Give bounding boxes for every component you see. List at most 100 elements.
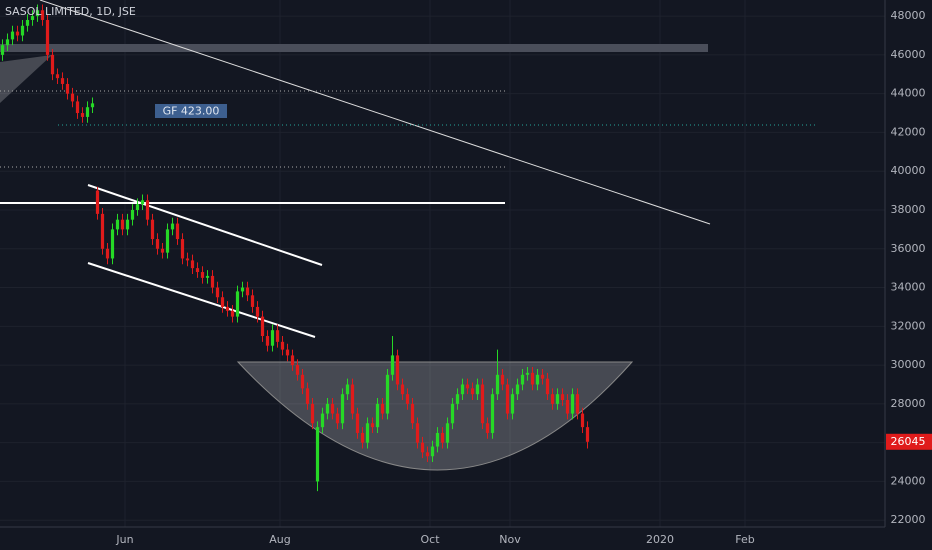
candle-body: [125, 219, 130, 230]
candle-body: [385, 374, 390, 414]
candle-body: [275, 330, 280, 342]
candle-body: [150, 219, 155, 240]
candle-body: [260, 316, 265, 337]
candle-body: [425, 452, 430, 457]
candles: [0, 4, 590, 492]
candle-body: [165, 229, 170, 253]
y-tick-label: 24000: [891, 474, 926, 487]
candle-body: [105, 248, 110, 259]
y-tick-label: 42000: [891, 125, 926, 138]
candle-body: [110, 229, 115, 259]
candle-body: [345, 384, 350, 395]
candle-body: [470, 388, 475, 395]
candle-body: [360, 432, 365, 443]
candle-body: [160, 248, 165, 253]
candle-body: [185, 258, 190, 261]
candle-body: [520, 374, 525, 385]
candle-body: [80, 113, 85, 117]
candle-body: [190, 260, 195, 269]
candle-body: [265, 336, 270, 346]
candle-body: [555, 394, 560, 404]
candle-body: [545, 378, 550, 395]
annotation-box: [155, 104, 227, 118]
candle-body: [180, 239, 185, 259]
candle-body: [20, 25, 25, 36]
candle-body: [570, 394, 575, 414]
candle-body: [420, 442, 425, 453]
candle-body: [0, 45, 5, 55]
candle-body: [25, 19, 30, 26]
candle-body: [505, 384, 510, 414]
candle-body: [455, 394, 460, 404]
candle-body: [495, 374, 500, 395]
y-tick-label: 36000: [891, 242, 926, 255]
candle-body: [175, 223, 180, 240]
candle-body: [380, 403, 385, 414]
candle-body: [115, 219, 120, 230]
candle-body: [485, 423, 490, 433]
candle-body: [5, 39, 10, 46]
candle-body: [330, 403, 335, 414]
candle-body: [245, 287, 250, 296]
candle-body: [240, 287, 245, 292]
x-tick-label: Nov: [499, 533, 521, 546]
trend-line: [39, 0, 711, 225]
cup-shape: [236, 361, 634, 471]
candle-body: [310, 403, 315, 424]
x-tick-label: Oct: [420, 533, 440, 546]
candle-body: [250, 295, 255, 307]
candle-body: [320, 413, 325, 428]
candle-body: [440, 432, 445, 443]
candle-body: [280, 341, 285, 350]
candle-body: [40, 10, 45, 20]
candle-body: [285, 349, 290, 356]
candle-body: [465, 384, 470, 389]
candle-body: [400, 384, 405, 395]
price-label-box: [886, 433, 932, 450]
candle-body: [135, 204, 140, 210]
candle-body: [575, 394, 580, 414]
candle-body: [335, 413, 340, 424]
y-tick-label: 40000: [891, 164, 926, 177]
candle-body: [305, 388, 310, 404]
candle-body: [375, 403, 380, 428]
candle-body: [155, 239, 160, 249]
candle-body: [530, 372, 535, 385]
candle-body: [550, 394, 555, 404]
candle-body: [15, 31, 20, 36]
candle-body: [60, 78, 65, 84]
candle-body: [75, 101, 80, 114]
candle-body: [225, 306, 230, 311]
candle-body: [145, 200, 150, 220]
candle-body: [515, 384, 520, 395]
candle-body: [395, 355, 400, 385]
x-tick-label: Aug: [269, 533, 290, 546]
candle-body: [45, 19, 50, 55]
candle-body: [390, 355, 395, 375]
candle-body: [525, 372, 530, 375]
candle-body: [315, 427, 320, 482]
candle-body: [445, 423, 450, 443]
candle-body: [130, 209, 135, 220]
candle-body: [535, 374, 540, 385]
price-label: 26045: [891, 435, 926, 448]
candle-body: [300, 374, 305, 389]
candle-body: [30, 16, 35, 20]
zone-band: [0, 44, 708, 52]
annotation: GF 423.00: [163, 105, 220, 118]
candle-body: [210, 275, 215, 288]
candle-body: [10, 31, 15, 40]
candle-body: [255, 306, 260, 317]
candle-body: [70, 93, 75, 102]
candle-body: [290, 355, 295, 366]
candle-body: [475, 384, 480, 395]
y-tick-label: 32000: [891, 319, 926, 332]
candle-body: [235, 291, 240, 317]
candle-body: [120, 219, 125, 230]
x-tick-label: 2020: [646, 533, 674, 546]
y-tick-label: 34000: [891, 281, 926, 294]
candle-body: [200, 272, 205, 278]
candle-body: [55, 74, 60, 79]
